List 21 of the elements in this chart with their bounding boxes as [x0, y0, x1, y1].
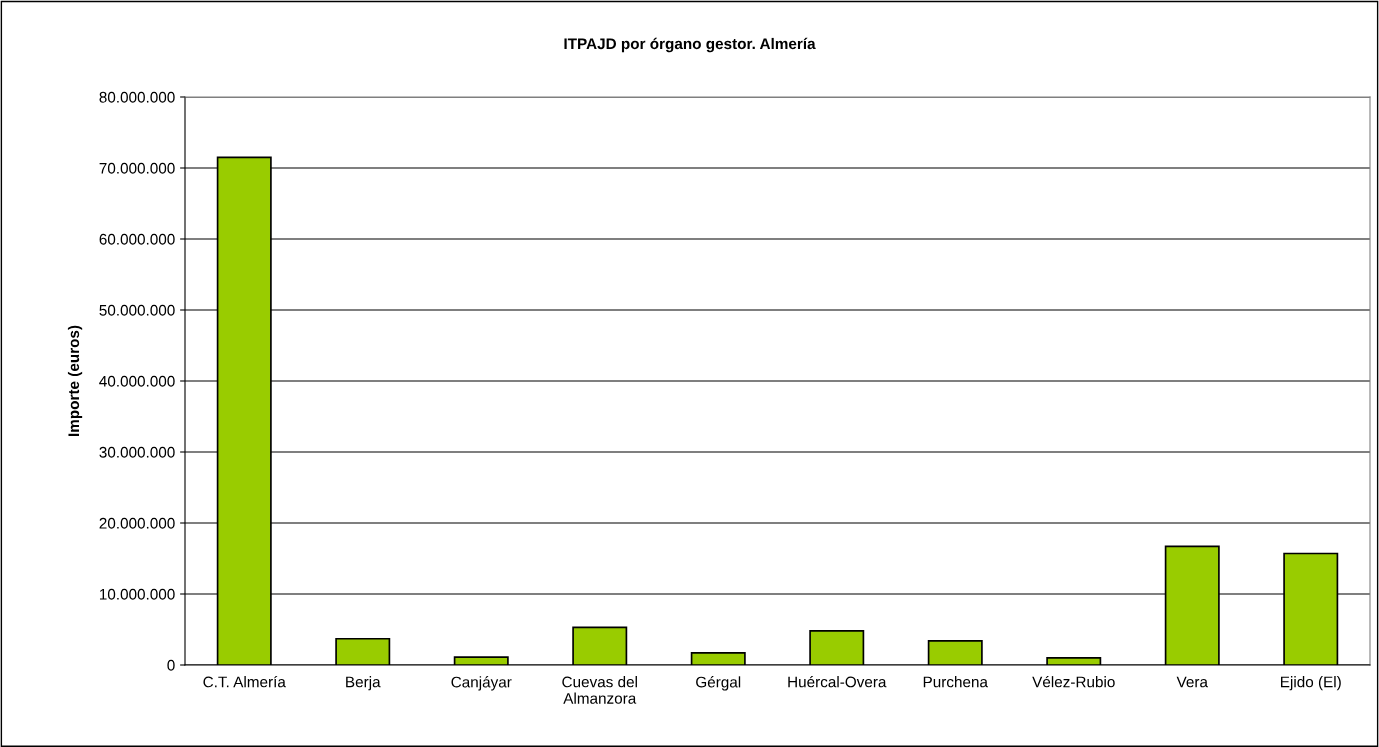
- y-tick-label: 30.000.000: [99, 446, 175, 458]
- x-tick-label: Vera: [1176, 676, 1208, 688]
- y-axis-title: Importe (euros): [67, 325, 83, 436]
- x-tick-label: Ejido (El): [1281, 676, 1341, 691]
- y-tick-label: 0: [167, 659, 175, 671]
- x-tick-label: Canjáyar: [451, 676, 512, 691]
- x-tick-label: C.T. Almería: [203, 675, 286, 688]
- x-tick-label: Purchena: [923, 676, 988, 688]
- x-tick-label: Cuevas del Almanzora: [562, 676, 637, 704]
- y-tick-label: 10.000.000: [99, 588, 175, 600]
- x-tick-label: Gérgal: [696, 676, 741, 691]
- x-tick-label: Huércal-Overa: [788, 675, 887, 688]
- y-tick-label: 60.000.000: [99, 233, 175, 245]
- y-tick-label: 20.000.000: [99, 517, 175, 529]
- chart-title: ITPAJD por órgano gestor. Almería: [564, 37, 816, 53]
- y-tick-label: 40.000.000: [99, 375, 175, 387]
- x-tick-label: Berja: [346, 676, 381, 691]
- y-tick-label: 80.000.000: [99, 91, 175, 103]
- y-tick-label: 70.000.000: [99, 162, 175, 174]
- x-tick-label: Vélez-Rubio: [1032, 675, 1115, 688]
- y-tick-label: 50.000.000: [99, 304, 175, 316]
